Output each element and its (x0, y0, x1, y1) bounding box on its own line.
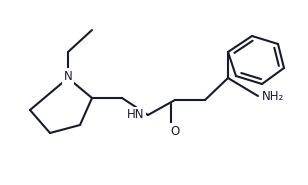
Text: HN: HN (127, 108, 144, 122)
Text: NH₂: NH₂ (262, 90, 284, 102)
Text: O: O (170, 125, 180, 138)
Text: N: N (64, 70, 72, 83)
